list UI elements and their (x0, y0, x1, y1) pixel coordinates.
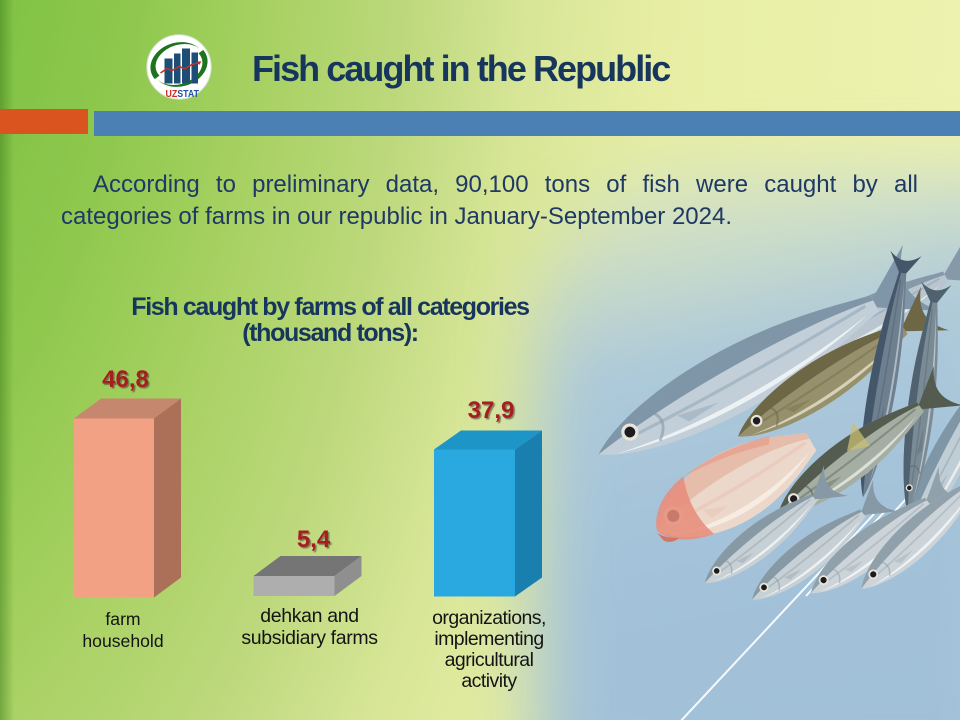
svg-text:UZSTAT: UZSTAT (166, 89, 200, 100)
